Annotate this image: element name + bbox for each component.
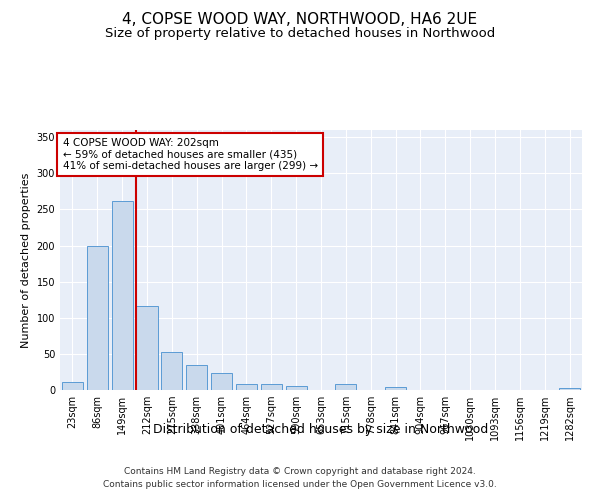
Bar — [186, 364, 207, 390]
Text: Contains HM Land Registry data © Crown copyright and database right 2024.: Contains HM Land Registry data © Crown c… — [124, 467, 476, 476]
Bar — [136, 306, 158, 390]
Bar — [87, 246, 108, 390]
Text: 4 COPSE WOOD WAY: 202sqm
← 59% of detached houses are smaller (435)
41% of semi-: 4 COPSE WOOD WAY: 202sqm ← 59% of detach… — [62, 138, 318, 171]
Bar — [211, 374, 232, 390]
Bar — [62, 382, 83, 390]
Bar — [112, 201, 133, 390]
Bar — [385, 387, 406, 390]
Text: Distribution of detached houses by size in Northwood: Distribution of detached houses by size … — [154, 422, 488, 436]
Bar — [335, 384, 356, 390]
Bar — [161, 352, 182, 390]
Text: Contains public sector information licensed under the Open Government Licence v3: Contains public sector information licen… — [103, 480, 497, 489]
Text: Size of property relative to detached houses in Northwood: Size of property relative to detached ho… — [105, 28, 495, 40]
Y-axis label: Number of detached properties: Number of detached properties — [21, 172, 31, 348]
Bar — [559, 388, 580, 390]
Bar — [236, 384, 257, 390]
Bar — [286, 386, 307, 390]
Text: 4, COPSE WOOD WAY, NORTHWOOD, HA6 2UE: 4, COPSE WOOD WAY, NORTHWOOD, HA6 2UE — [122, 12, 478, 28]
Bar — [261, 384, 282, 390]
